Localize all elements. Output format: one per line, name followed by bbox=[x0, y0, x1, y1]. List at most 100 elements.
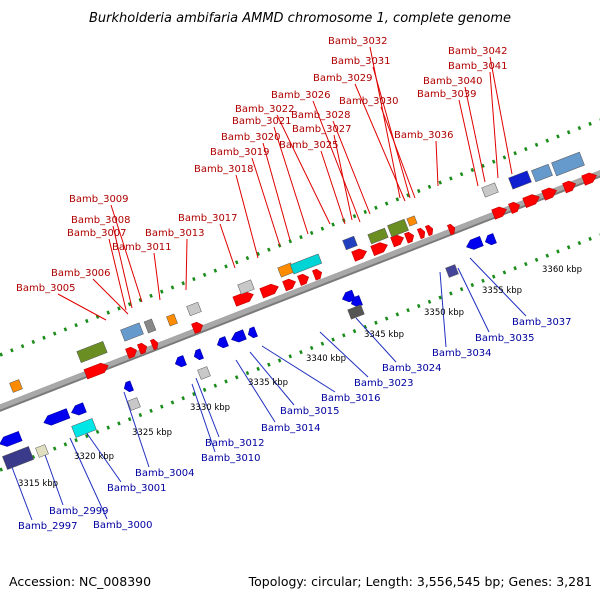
reverse-gene-arrow bbox=[174, 355, 187, 368]
leader-line bbox=[320, 150, 346, 225]
forward-gene-arrow bbox=[562, 180, 577, 194]
reverse-gene-arrow bbox=[123, 380, 134, 393]
leader-line bbox=[57, 293, 107, 321]
leader-line bbox=[92, 278, 129, 315]
gene-label: Bamb_3023 bbox=[354, 378, 414, 389]
forward-gene-arrow bbox=[404, 231, 415, 244]
gene-label: Bamb_3011 bbox=[112, 242, 172, 253]
forward-gene-arrow bbox=[125, 346, 138, 359]
gene-label: Bamb_3020 bbox=[221, 132, 281, 143]
gene-label: Bamb_3041 bbox=[448, 61, 508, 72]
gene-label: Bamb_3035 bbox=[475, 333, 535, 344]
leader-line bbox=[355, 317, 397, 363]
feature-box bbox=[289, 253, 323, 275]
leader-line bbox=[435, 140, 439, 187]
feature-box bbox=[35, 444, 49, 458]
leader-line bbox=[235, 174, 259, 259]
reverse-gene-arrow bbox=[71, 402, 87, 416]
tick-label: 3335 kbp bbox=[248, 378, 288, 388]
feature-box bbox=[2, 446, 34, 470]
position-ticks: 3315 kbp 3320 kbp 3325 kbp 3330 kbp 3335 kbp… bbox=[18, 265, 582, 489]
gene-label: Bamb_3039 bbox=[417, 89, 477, 100]
leader-line bbox=[332, 120, 371, 215]
gene-label: Bamb_3028 bbox=[291, 110, 351, 121]
reverse-gene-arrow bbox=[43, 408, 71, 426]
feature-box bbox=[406, 215, 418, 227]
feature-box bbox=[481, 182, 499, 198]
gene-label: Bamb_3027 bbox=[292, 124, 352, 135]
topology-text: Topology: circular; Length: 3,556,545 bp… bbox=[248, 574, 592, 589]
gene-label: Bamb_3015 bbox=[280, 406, 340, 417]
leader-line bbox=[489, 56, 513, 175]
leader-line bbox=[273, 126, 309, 235]
gene-label: Bamb_3013 bbox=[145, 228, 205, 239]
gene-label: Bamb_3040 bbox=[423, 76, 483, 87]
feature-box bbox=[76, 341, 108, 363]
tick-label: 3330 kbp bbox=[190, 403, 230, 413]
gene-label: Bamb_3005 bbox=[16, 283, 76, 294]
leader-line bbox=[185, 238, 188, 291]
feature-box bbox=[186, 301, 202, 317]
leader-line bbox=[123, 391, 150, 468]
gene-label: Bamb_3026 bbox=[271, 90, 331, 101]
leader-line bbox=[489, 71, 499, 179]
leader-line bbox=[249, 351, 295, 406]
tick-label: 3325 kbp bbox=[132, 428, 172, 438]
forward-gene-arrow bbox=[259, 283, 279, 299]
feature-box bbox=[127, 397, 141, 411]
leader-line bbox=[262, 142, 291, 241]
gene-label: Bamb_3012 bbox=[205, 438, 265, 449]
tick-label: 3345 kbp bbox=[364, 330, 404, 340]
tick-label: 3315 kbp bbox=[18, 479, 58, 489]
feature-box bbox=[9, 379, 23, 393]
leader-line bbox=[191, 383, 216, 453]
leader-line bbox=[85, 431, 122, 483]
gene-label: Bamb_3025 bbox=[279, 140, 339, 151]
tick-label: 3320 kbp bbox=[74, 452, 114, 462]
gene-label: Bamb_3030 bbox=[339, 96, 399, 107]
feature-box bbox=[367, 227, 389, 245]
leader-line bbox=[319, 331, 369, 378]
leader-line bbox=[469, 257, 527, 317]
gene-label: Bamb_3009 bbox=[69, 194, 129, 205]
feature-box bbox=[120, 322, 144, 342]
gene-label: Bamb_3034 bbox=[432, 348, 492, 359]
forward-gene-arrow bbox=[351, 248, 367, 262]
gene-label: Bamb_3029 bbox=[313, 73, 373, 84]
forward-gene-arrow bbox=[297, 273, 310, 286]
gene-label: Bamb_3006 bbox=[51, 268, 111, 279]
tick-label: 3350 kbp bbox=[424, 308, 464, 318]
leader-line bbox=[195, 377, 220, 438]
leader-line bbox=[439, 271, 447, 348]
reverse-gene-arrow bbox=[350, 295, 363, 308]
leader-line bbox=[276, 114, 331, 225]
leader-line bbox=[69, 437, 108, 520]
forward-gene-arrow bbox=[282, 278, 297, 292]
feature-box bbox=[551, 151, 585, 177]
gene-label: Bamb_3037 bbox=[512, 317, 572, 328]
tick-label: 3340 kbp bbox=[306, 354, 346, 364]
leader-line bbox=[235, 359, 276, 423]
tick-label: 3355 kbp bbox=[482, 286, 522, 296]
reverse-gene-arrow bbox=[0, 430, 23, 447]
forward-gene-arrow bbox=[581, 172, 597, 186]
forward-gene-arrow bbox=[150, 338, 159, 351]
feature-box bbox=[342, 235, 358, 251]
gene-label: Bamb_2999 bbox=[49, 506, 109, 517]
leader-line bbox=[354, 83, 406, 202]
feature-box bbox=[237, 279, 255, 295]
feature-box bbox=[508, 170, 532, 190]
reverse-gene-arrow bbox=[247, 326, 258, 339]
gene-label: Bamb_3042 bbox=[448, 46, 508, 57]
reverse-gene-arrow bbox=[216, 336, 229, 349]
gene-label: Bamb_3008 bbox=[71, 215, 131, 226]
leader-line bbox=[108, 238, 127, 311]
strand-dot-rows bbox=[0, 118, 600, 472]
leader-line bbox=[110, 204, 143, 303]
forward-gene-arrow bbox=[137, 342, 148, 355]
tick-label: 3360 kbp bbox=[542, 265, 582, 275]
forward-gene-arrow bbox=[312, 268, 323, 281]
gene-label: Bamb_3010 bbox=[201, 453, 261, 464]
gene-labels: Bamb_3032 Bamb_3042 Bamb_3031 Bamb_3041 Bamb… bbox=[16, 36, 572, 532]
feature-box bbox=[143, 318, 157, 334]
